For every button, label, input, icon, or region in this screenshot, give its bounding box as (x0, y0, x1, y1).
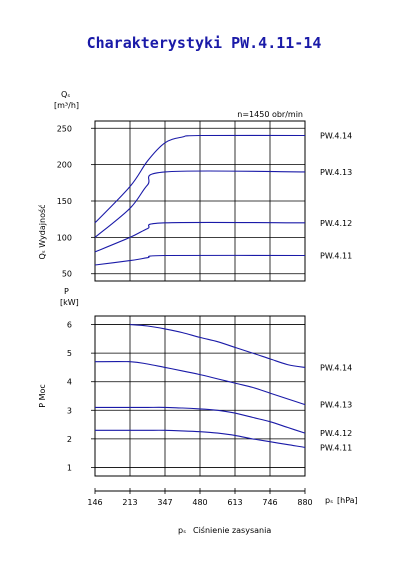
flow-unit: [m³/h] (54, 101, 79, 110)
flow-axis-label: Qₛ Wydajność (37, 204, 47, 259)
x-tick-label: 213 (122, 498, 137, 507)
flow-series-label: PW.4.13 (320, 168, 352, 177)
power-series-label: PW.4.14 (320, 363, 352, 372)
flow-y-tick-label: 150 (57, 197, 72, 206)
flow-y-tick-label: 100 (57, 233, 72, 242)
x-axis-label: Ciśnienie zasysania (193, 525, 271, 535)
power-y-tick-label: 6 (67, 321, 72, 330)
curve-layer (94, 134, 306, 448)
x-tick-label: 480 (192, 498, 207, 507)
speed-annotation: n=1450 obr/min (237, 110, 303, 119)
power-y-tick-label: 3 (67, 406, 72, 415)
flow-curve-pw-4-14 (94, 134, 306, 224)
power-curve-pw-4-14 (129, 324, 306, 368)
chart-title: Charakterystyki PW.4.11-14 (87, 34, 322, 52)
flow-curve-pw-4-13 (94, 170, 306, 238)
flow-series-label: PW.4.14 (320, 132, 352, 141)
power-y-tick-label: 1 (67, 463, 72, 472)
power-curve-pw-4-12 (94, 406, 306, 434)
grid-layer (95, 121, 305, 476)
power-y-tick-label: 2 (67, 435, 72, 444)
x-tick-label: 880 (297, 498, 312, 507)
power-axis-label: P Moc (38, 384, 47, 408)
flow-curve-pw-4-12 (94, 221, 306, 253)
x-unit-symbol: pₛ (325, 496, 333, 505)
flow-unit-symbol: Qₛ (61, 90, 70, 99)
x-label-symbol: pₛ (178, 526, 186, 535)
x-tick-label: 613 (227, 498, 242, 507)
flow-y-tick-label: 250 (57, 124, 72, 133)
x-unit: [hPa] (337, 496, 358, 505)
power-series-label: PW.4.11 (320, 443, 352, 452)
power-y-tick-label: 5 (67, 349, 72, 358)
power-curve-pw-4-13 (94, 360, 306, 406)
x-tick-label: 347 (157, 498, 172, 507)
power-unit: [kW] (60, 298, 79, 307)
flow-y-tick-label: 50 (62, 270, 72, 279)
flow-series-label: PW.4.11 (320, 252, 352, 261)
x-tick-label: 146 (87, 498, 102, 507)
power-y-tick-label: 4 (67, 378, 72, 387)
power-series-label: PW.4.13 (320, 401, 352, 410)
tick-layer: 50 100 150 200 250 PW.4.14 PW.4.13 PW.4.12 PW.4.… (57, 124, 352, 507)
flow-series-label: PW.4.12 (320, 219, 352, 228)
flow-curve-pw-4-11 (94, 254, 306, 266)
power-series-label: PW.4.12 (320, 429, 352, 438)
x-tick-label: 746 (262, 498, 277, 507)
flow-y-tick-label: 200 (57, 161, 72, 170)
power-unit-symbol: P (64, 287, 69, 296)
power-curve-pw-4-11 (95, 429, 306, 448)
